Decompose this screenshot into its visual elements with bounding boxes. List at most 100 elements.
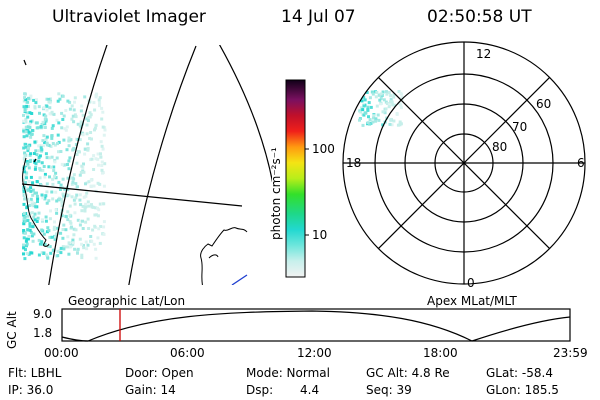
aurora-pixel — [381, 123, 385, 127]
aurora-pixel — [35, 220, 39, 223]
aurora-pixel — [22, 178, 25, 182]
aurora-pixel — [39, 146, 43, 150]
aurora-pixel — [97, 227, 101, 231]
aurora-pixel — [44, 219, 48, 223]
aurora-pixel — [43, 175, 47, 179]
aurora-pixel — [23, 257, 27, 261]
aurora-pixel — [374, 117, 378, 121]
aurora-pixel — [37, 253, 41, 257]
aurora-pixel — [26, 161, 30, 165]
aurora-pixel — [22, 189, 26, 193]
aurora-pixel — [29, 152, 33, 156]
aurora-pixel — [98, 182, 102, 186]
aurora-pixel — [59, 188, 62, 191]
aurora-pixel — [383, 111, 387, 115]
aurora-pixel — [27, 235, 31, 238]
aurora-pixel — [45, 156, 49, 160]
aurora-pixel — [33, 201, 37, 205]
coastline — [22, 157, 50, 247]
aurora-pixel — [76, 251, 79, 255]
aurora-pixel — [75, 153, 79, 156]
aurora-pixel — [31, 222, 35, 226]
aurora-pixel — [102, 133, 106, 137]
aurora-pixel — [47, 143, 51, 147]
aurora-pixel — [23, 170, 27, 174]
aurora-pixel — [53, 237, 57, 241]
aurora-pixel — [32, 215, 36, 219]
aurora-pixel — [25, 104, 28, 108]
aurora-pixel — [48, 245, 52, 249]
aurora-pixel — [66, 218, 70, 222]
polar-mlat-mlt-map — [342, 41, 586, 285]
aurora-pixel — [86, 217, 90, 221]
aurora-pixel — [89, 235, 93, 238]
aurora-pixel — [26, 115, 30, 119]
aurora-pixel — [56, 142, 59, 146]
aurora-pixel — [46, 226, 50, 230]
aurora-pixel — [27, 180, 31, 183]
aurora-pixel — [70, 117, 74, 121]
aurora-pixel — [81, 133, 85, 137]
meridian-line — [23, 59, 27, 66]
aurora-pixel — [27, 146, 30, 150]
aurora-pixel — [368, 96, 372, 100]
aurora-pixel — [27, 96, 30, 100]
aurora-pixel — [89, 131, 93, 134]
aurora-pixel — [65, 125, 69, 129]
aurora-pixel — [37, 159, 41, 163]
aurora-pixel — [87, 227, 91, 230]
aurora-pixel — [83, 209, 87, 213]
aurora-pixel — [29, 197, 33, 201]
aurora-pixel — [57, 92, 61, 96]
aurora-pixel — [26, 188, 30, 192]
aurora-pixel — [37, 211, 41, 215]
aurora-pixel — [57, 140, 61, 144]
aurora-pixel — [82, 170, 86, 174]
aurora-pixel — [42, 134, 46, 138]
mlt-label-6: 6 — [577, 156, 585, 170]
aurora-pixel — [22, 246, 26, 250]
aurora-pixel — [52, 165, 56, 169]
aurora-pixel — [96, 236, 100, 240]
aurora-pixel — [387, 91, 391, 94]
altitude-xtick: 23:59 — [553, 346, 588, 360]
aurora-pixel — [30, 211, 34, 215]
aurora-pixel — [68, 156, 72, 160]
aurora-pixel — [26, 149, 30, 153]
aurora-pixel — [28, 154, 32, 157]
aurora-pixel — [30, 234, 34, 238]
aurora-pixel — [360, 106, 363, 110]
aurora-pixel — [61, 192, 65, 196]
aurora-pixel — [28, 122, 32, 126]
aurora-pixel — [92, 168, 96, 171]
aurora-pixel — [30, 112, 34, 115]
aurora-pixel — [96, 181, 100, 185]
aurora-pixel — [370, 90, 374, 94]
aurora-pixel — [96, 214, 100, 218]
aurora-pixel — [23, 215, 27, 219]
aurora-pixel — [40, 193, 44, 197]
aurora-pixel — [43, 197, 47, 201]
aurora-pixel — [393, 103, 397, 107]
aurora-pixel — [390, 123, 394, 127]
aurora-pixel — [30, 203, 34, 207]
instrument-title: Ultraviolet Imager — [52, 7, 206, 27]
aurora-pixel — [58, 197, 62, 201]
aurora-pixel — [24, 162, 28, 166]
aurora-pixel — [26, 125, 30, 129]
aurora-pixel — [389, 97, 393, 101]
aurora-pixel — [55, 118, 59, 122]
aurora-pixel — [29, 251, 33, 255]
altitude-plot — [61, 308, 571, 342]
aurora-pixel — [66, 235, 70, 239]
aurora-pixel — [22, 211, 26, 215]
aurora-pixel — [85, 191, 89, 195]
aurora-pixel — [67, 241, 71, 245]
aurora-pixel — [39, 183, 43, 187]
aurora-pixel — [71, 114, 75, 118]
aurora-pixel — [26, 214, 30, 218]
aurora-pixel — [377, 93, 381, 97]
aurora-pixel — [399, 91, 403, 95]
aurora-pixel — [34, 205, 38, 209]
aurora-pixel — [33, 212, 37, 216]
